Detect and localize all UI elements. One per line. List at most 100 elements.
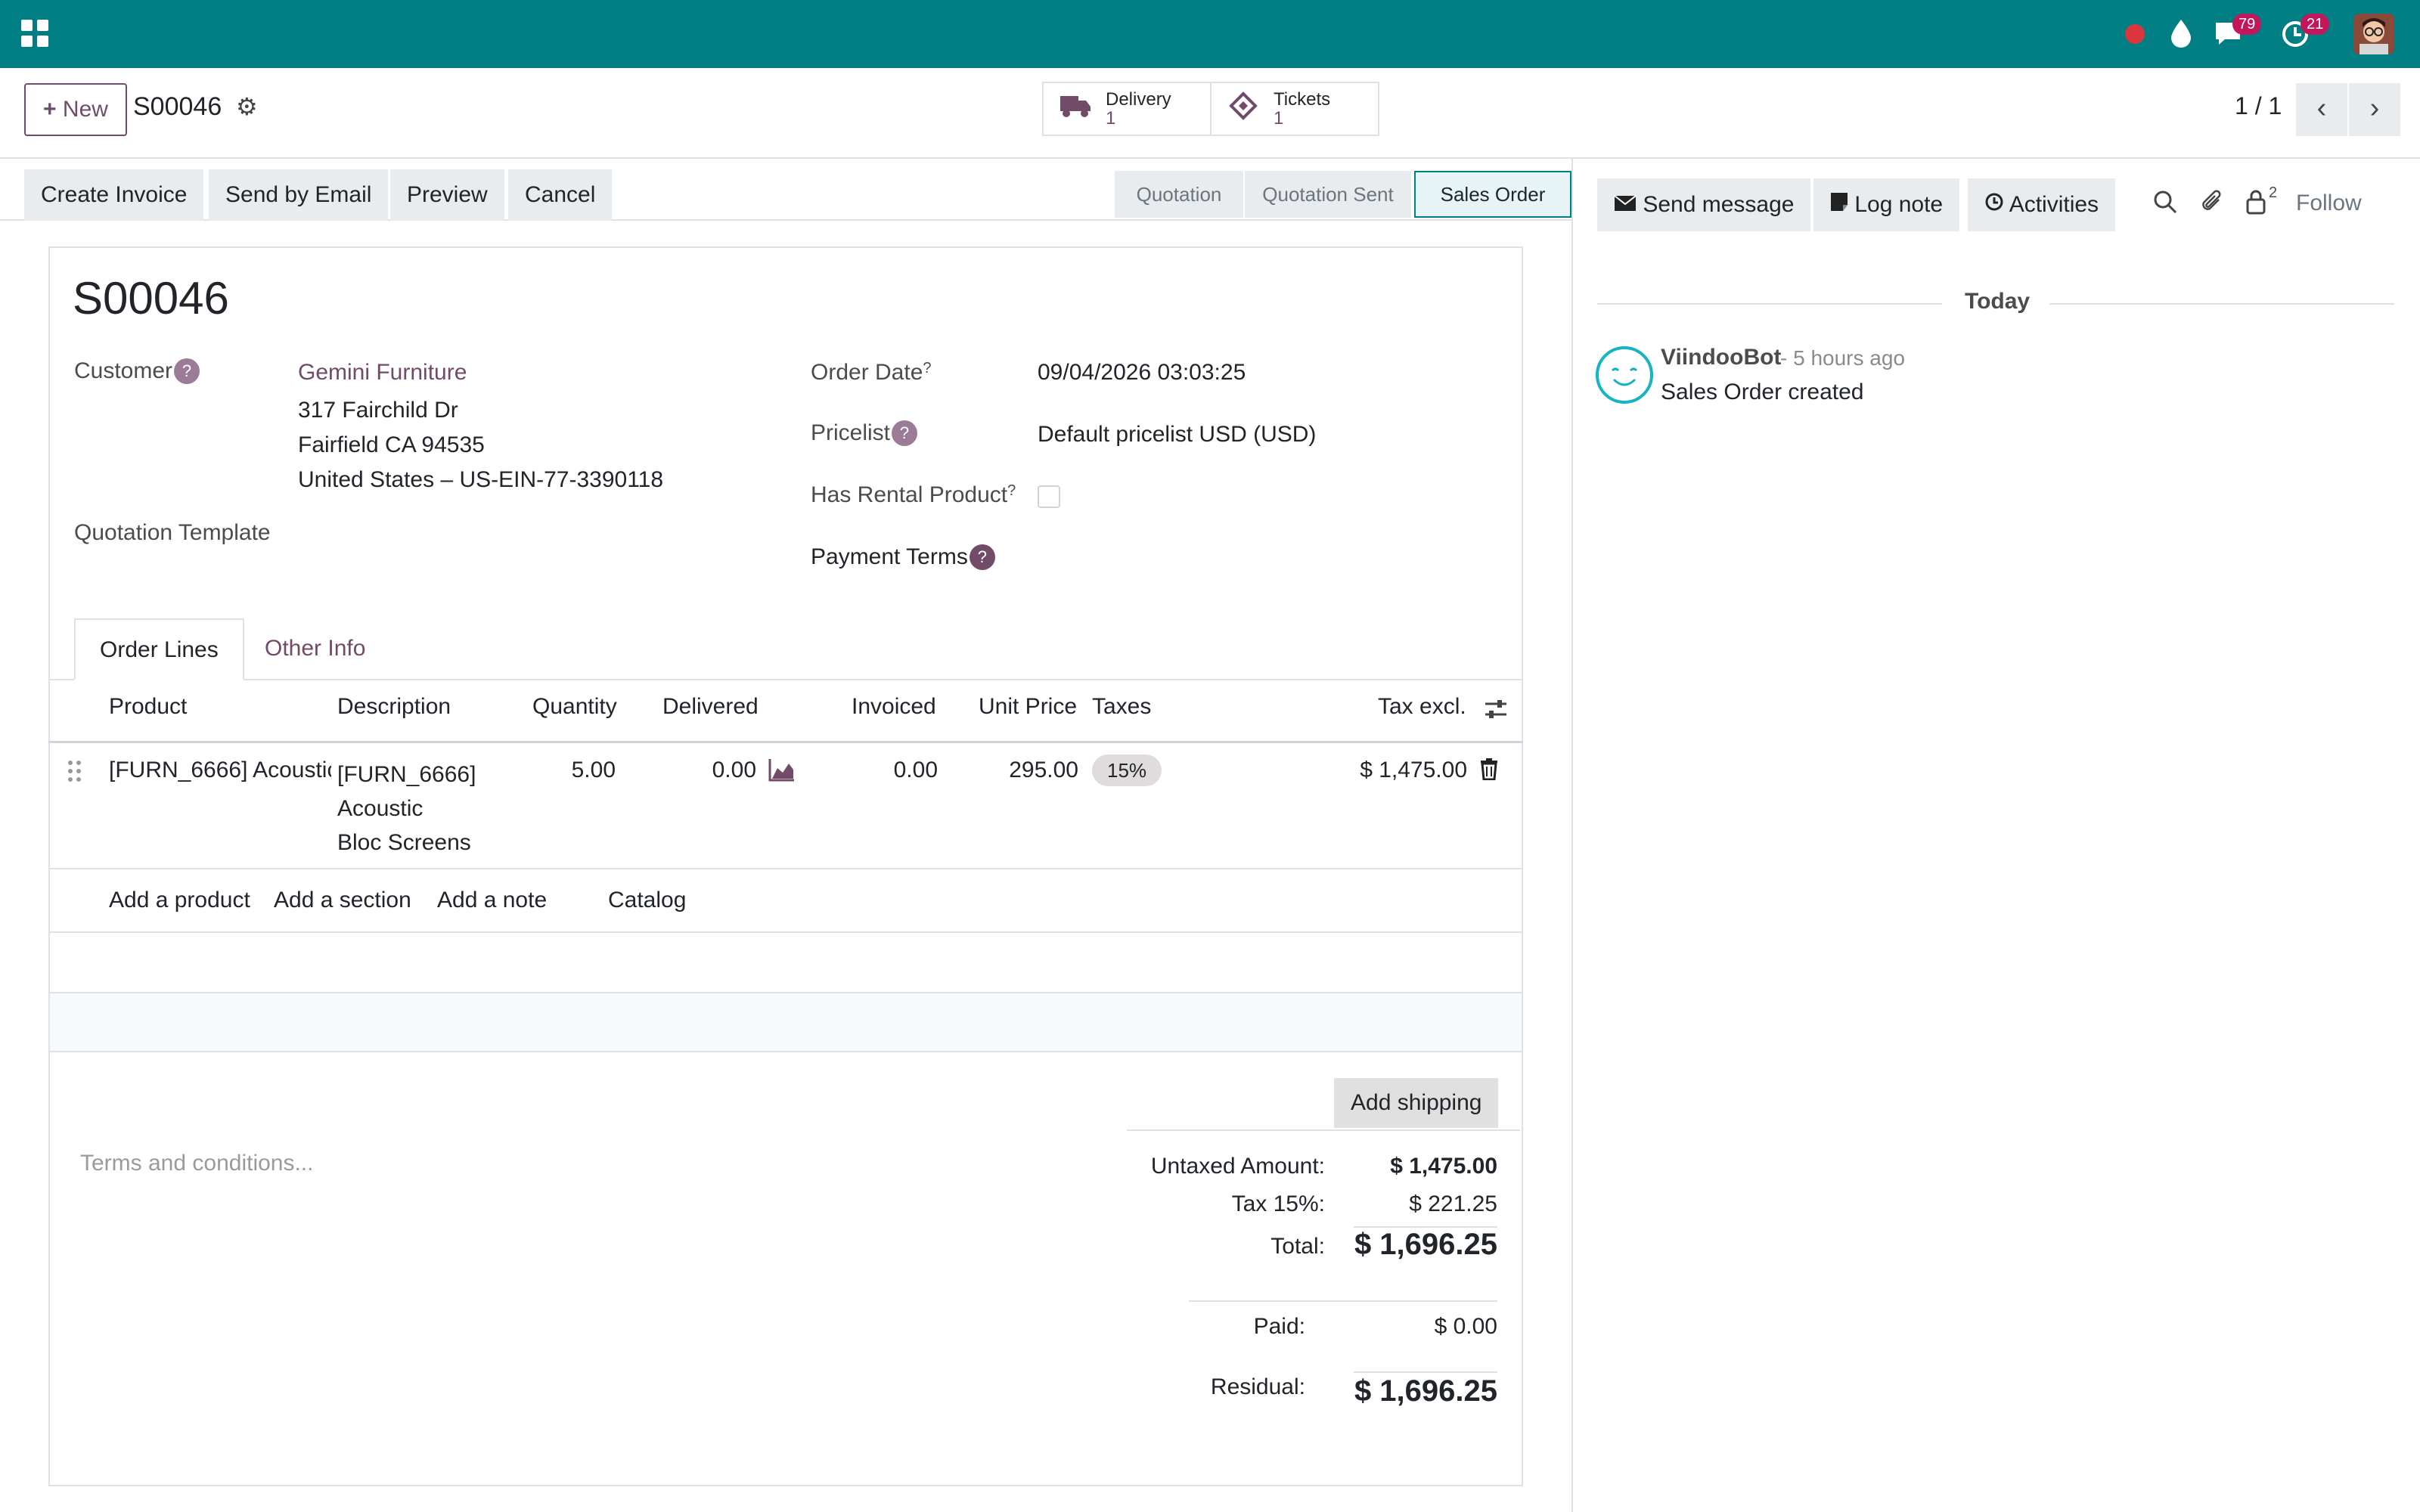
column-invoiced[interactable]: Invoiced [852,694,936,719]
column-unit-price[interactable]: Unit Price [979,694,1078,719]
apps-grid-icon[interactable] [21,20,48,47]
total-value: $ 1,696.25 [1354,1228,1497,1261]
total-label: Total: [1270,1234,1325,1259]
send-by-email-button[interactable]: Send by Email [209,169,389,221]
tab-divider [48,679,1523,680]
address-line3: United States – US-EIN-77-3390118 [298,467,664,492]
status-bar [0,168,1573,221]
smart-button-delivery[interactable]: Delivery 1 [1042,82,1212,136]
pager-previous-button[interactable]: ‹ [2296,83,2347,136]
date-divider [2049,303,2394,305]
column-delivered[interactable]: Delivered [662,694,759,719]
tax-label: Tax 15%: [1231,1191,1325,1216]
row-divider [48,931,1523,933]
search-icon[interactable] [2152,189,2178,221]
row-divider [48,868,1523,869]
clock-icon[interactable]: 21 [2281,14,2330,50]
stage-sales-order[interactable]: Sales Order [1414,171,1571,218]
activities-button[interactable]: Activities [1968,178,2116,231]
chevron-left-icon: ‹ [2316,92,2327,124]
create-invoice-button[interactable]: Create Invoice [24,169,204,221]
totals-divider [1354,1226,1497,1228]
truck-icon [1059,93,1092,125]
message-time: - 5 hours ago [1780,346,1905,370]
log-note-button[interactable]: Log note [1813,178,1960,231]
date-divider [1597,303,1942,305]
chat-icon[interactable]: 79 [2213,14,2262,50]
new-button[interactable]: + New [24,83,127,136]
user-avatar[interactable] [2353,14,2394,54]
table-header-divider [48,741,1523,743]
order-date-label: Order Date? [811,360,932,385]
row-divider [48,992,1523,993]
row-product[interactable]: [FURN_6666] Acoustic [109,758,331,782]
row-delivered[interactable]: 0.00 [712,758,756,782]
water-drop-icon[interactable] [2167,18,2195,48]
add-product-link[interactable]: Add a product [109,888,250,912]
tab-other-info[interactable]: Other Info [265,636,366,661]
messages-badge: 79 [2232,14,2262,35]
paperclip-icon[interactable] [2201,189,2223,221]
delivery-count: 1 [1106,108,1116,129]
page-title: S00046 [73,273,229,324]
residual-value: $ 1,696.25 [1354,1374,1497,1408]
rental-checkbox[interactable] [1038,485,1060,508]
trash-icon[interactable] [1479,758,1500,782]
column-tax-excl[interactable]: Tax excl. [1378,694,1466,719]
row-description[interactable]: [FURN_6666] Acoustic Bloc Screens [337,762,476,855]
followers-count: 2 [2269,184,2278,201]
paid-value: $ 0.00 [1434,1314,1497,1339]
customer-link[interactable]: Gemini Furniture [298,360,467,385]
row-quantity[interactable]: 5.00 [571,758,616,782]
pager-value[interactable]: 1 / 1 [2235,92,2282,119]
add-shipping-button[interactable]: Add shipping [1334,1078,1499,1128]
followers-lock-icon[interactable]: 2 [2245,184,2277,221]
empty-row [50,993,1522,1052]
help-icon[interactable]: ? [892,420,918,446]
preview-button[interactable]: Preview [390,169,504,221]
note-icon [1830,192,1854,217]
smart-button-tickets[interactable]: Tickets 1 [1210,82,1379,136]
add-note-link[interactable]: Add a note [437,888,548,912]
tab-order-lines[interactable]: Order Lines [74,618,244,680]
gear-icon[interactable]: ⚙ [236,93,258,120]
send-message-button[interactable]: Send message [1597,178,1811,231]
row-divider [48,1051,1523,1052]
payment-terms-label: Payment Terms? [811,544,995,570]
pager-next-button[interactable]: › [2349,83,2400,136]
column-product[interactable]: Product [109,694,188,719]
tax-value: $ 221.25 [1409,1191,1497,1216]
column-quantity[interactable]: Quantity [532,694,617,719]
follow-button[interactable]: Follow [2296,191,2362,215]
row-unit-price[interactable]: 295.00 [1009,758,1078,782]
empty-row [50,933,1522,992]
delivery-label: Delivery [1106,89,1171,110]
help-icon[interactable]: ? [174,358,200,384]
cancel-button[interactable]: Cancel [508,169,613,221]
add-section-link[interactable]: Add a section [274,888,411,912]
column-taxes[interactable]: Taxes [1092,694,1152,719]
stage-quotation[interactable]: Quotation [1115,171,1243,218]
optional-columns-icon[interactable] [1482,696,1509,723]
chatter-divider [1571,159,1573,1512]
totals-divider [1127,1129,1520,1131]
quotation-template-label: Quotation Template [74,520,271,545]
terms-conditions-field[interactable]: Terms and conditions... [80,1151,314,1176]
date-separator: Today [1965,289,2031,314]
pricelist-value[interactable]: Default pricelist USD (USD) [1038,422,1317,447]
help-icon[interactable]: ? [969,544,995,570]
order-date-value[interactable]: 09/04/2026 03:03:25 [1038,360,1246,385]
untaxed-value: $ 1,475.00 [1390,1154,1497,1179]
drag-handle-icon[interactable] [67,759,83,783]
breadcrumb-record-name: S00046 [133,92,222,121]
row-tax-badge[interactable]: 15% [1092,754,1162,786]
message-author[interactable]: ViindooBot [1661,345,1782,370]
catalog-link[interactable]: Catalog [608,888,687,912]
forecast-chart-icon[interactable] [768,758,796,782]
stage-quotation-sent[interactable]: Quotation Sent [1245,171,1411,218]
column-description[interactable]: Description [337,694,451,719]
record-dot-icon[interactable] [2125,24,2145,44]
plus-icon: + [43,97,57,122]
chevron-right-icon: › [2369,92,2380,124]
row-invoiced[interactable]: 0.00 [893,758,938,782]
